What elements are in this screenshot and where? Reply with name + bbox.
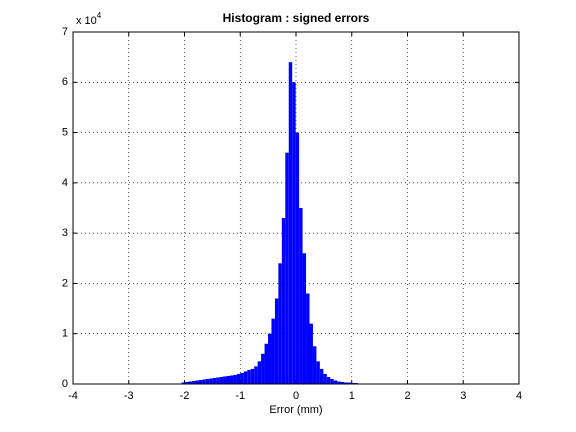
bar bbox=[302, 253, 307, 384]
bar bbox=[278, 263, 282, 384]
bar bbox=[254, 366, 258, 384]
bar bbox=[312, 346, 317, 384]
x-tick-label: -2 bbox=[180, 390, 190, 402]
y-tick-label: 6 bbox=[62, 76, 68, 88]
bar bbox=[261, 353, 265, 384]
x-tick-label: 2 bbox=[404, 390, 410, 402]
bar bbox=[212, 377, 217, 384]
y-scale-base: x 10 bbox=[76, 15, 97, 27]
bar bbox=[319, 368, 324, 384]
y-tick-label: 7 bbox=[62, 26, 68, 38]
x-tick-label: 4 bbox=[516, 390, 522, 402]
bar bbox=[188, 381, 192, 384]
bar bbox=[205, 378, 210, 384]
x-tick-label: -4 bbox=[68, 390, 78, 402]
bar bbox=[219, 376, 224, 384]
y-tick-label: 1 bbox=[62, 328, 68, 340]
bar bbox=[226, 375, 230, 384]
bar bbox=[257, 361, 262, 384]
bar bbox=[344, 382, 348, 384]
bar bbox=[299, 208, 303, 384]
y-scale-exponent: 4 bbox=[97, 11, 102, 20]
y-tick-label: 4 bbox=[62, 177, 68, 189]
bar bbox=[309, 323, 313, 384]
bar bbox=[281, 218, 286, 384]
chart-title: Histogram : signed errors bbox=[223, 11, 370, 25]
bar bbox=[271, 318, 275, 384]
bar bbox=[233, 374, 237, 384]
bar bbox=[223, 376, 227, 384]
y-tick-label: 0 bbox=[62, 378, 68, 390]
bar bbox=[202, 379, 206, 384]
bar bbox=[191, 380, 196, 384]
x-tick-label: 0 bbox=[293, 390, 299, 402]
x-tick-label: -3 bbox=[124, 390, 134, 402]
bar bbox=[288, 62, 293, 385]
bar bbox=[243, 371, 248, 384]
bar bbox=[333, 380, 338, 384]
bar bbox=[216, 377, 220, 384]
x-tick-label: 1 bbox=[349, 390, 355, 402]
bar bbox=[337, 381, 341, 384]
bar bbox=[295, 132, 300, 384]
bar bbox=[229, 375, 234, 384]
x-axis-label: Error (mm) bbox=[269, 404, 322, 416]
bar bbox=[274, 298, 279, 384]
bar bbox=[354, 382, 358, 384]
bar bbox=[330, 378, 334, 384]
y-tick-label: 2 bbox=[62, 277, 68, 289]
bar bbox=[340, 381, 345, 384]
plot-frame bbox=[72, 31, 520, 385]
bar bbox=[323, 373, 327, 384]
bar bbox=[181, 382, 186, 384]
bar bbox=[250, 368, 255, 384]
bar bbox=[292, 82, 296, 385]
bar bbox=[198, 379, 203, 384]
bar bbox=[316, 361, 320, 384]
bar bbox=[350, 382, 355, 384]
bar bbox=[185, 381, 189, 384]
bar bbox=[264, 343, 269, 384]
y-scale-label: x 104 bbox=[76, 11, 102, 27]
bar bbox=[240, 372, 244, 384]
bar bbox=[236, 373, 241, 384]
bar bbox=[347, 382, 351, 384]
bar bbox=[285, 152, 289, 384]
bar bbox=[247, 369, 251, 384]
bar bbox=[306, 293, 310, 384]
y-tick-label: 3 bbox=[62, 227, 68, 239]
bar bbox=[195, 380, 199, 384]
bar bbox=[326, 376, 331, 384]
bar bbox=[268, 333, 272, 384]
x-tick-label: -1 bbox=[235, 390, 245, 402]
y-tick-label: 5 bbox=[62, 126, 68, 138]
x-tick-label: 3 bbox=[460, 390, 466, 402]
bar bbox=[209, 378, 213, 384]
